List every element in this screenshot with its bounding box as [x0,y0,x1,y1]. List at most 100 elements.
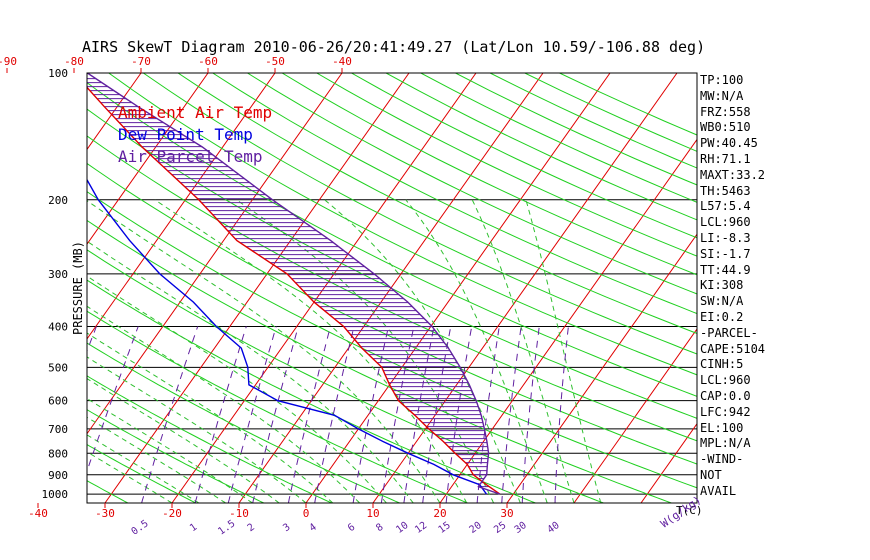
legend-air-parcel-temp: Air Parcel Temp [118,147,263,166]
bottom-temp-tick-label: 30 [500,507,513,520]
dry-adiabat-line [247,73,697,295]
legend-dew-point-temp: Dew Point Temp [118,125,253,144]
dry-adiabat-line [87,219,672,503]
stat-item: -PARCEL- [700,325,758,340]
dew-point-temp-line [87,178,488,495]
mixing-ratio-line [287,326,331,503]
stat-item: LCL:960 [700,373,751,388]
stat-item: NOT [700,468,722,482]
mixing-ratio-tick-label: 20 [468,520,484,536]
moist-adiabat-line [87,240,414,503]
dry-adiabat-line [87,310,468,503]
dry-adiabat-line [489,73,697,169]
bottom-temp-tick-label: -10 [229,507,249,520]
mixing-ratio-line [521,326,540,503]
mixing-ratio-line [87,326,139,473]
stat-item: TT:44.9 [700,262,751,277]
stat-item: MPL:N/A [700,436,751,451]
mixing-ratio-tick-label: 15 [437,520,453,536]
stat-item: L57:5.4 [700,199,751,214]
top-temp-tick-label: -60 [198,55,218,68]
dry-adiabat-line [108,73,697,376]
dry-adiabat-line [87,342,400,503]
moist-adiabat-line [87,275,387,503]
stat-item: TH:5463 [700,183,751,198]
ambient-air-temp-line [87,86,501,495]
bottom-temp-tick-label: 10 [366,507,379,520]
stat-item: -WIND- [700,452,744,467]
stat-item: SW:N/A [700,294,744,309]
moist-adiabat-line [87,451,173,503]
pressure-tick-label: 800 [48,447,68,460]
mixing-ratio-line [476,326,500,503]
isotherm-line [171,73,477,503]
moist-adiabat-line [87,416,226,503]
pressure-tick-label: 700 [48,423,68,436]
top-temp-tick-label: -80 [64,55,84,68]
pressure-tick-label: 1000 [42,488,69,501]
mixing-ratio-line [380,326,415,503]
stat-item: RH:71.1 [700,152,751,166]
mixing-ratio-line [141,326,199,503]
mixing-ratio-tick-label: 1 [188,522,199,534]
stat-item: SI:-1.7 [700,246,751,261]
mixing-ratio-tick-label: 30 [513,520,529,536]
mixing-ratio-line [352,326,389,503]
stat-item: FRZ:558 [700,104,751,119]
dry-adiabat-line [143,73,697,355]
dry-adiabat-line [281,73,697,276]
dry-adiabat-line [351,73,697,239]
mixing-ratio-tick-label: 6 [346,522,357,534]
moist-adiabat-line [471,199,575,503]
stat-item: CAPE:5104 [700,341,766,356]
moist-adiabat-line [324,199,521,503]
dry-adiabat-line [87,82,697,397]
stat-item: LFC:942 [700,404,751,419]
mixing-ratio-tick-label: 4 [308,522,319,534]
dry-adiabat-line [87,279,536,503]
mixing-ratio-tick-label: 8 [374,522,385,534]
stat-item: LI:-8.3 [700,231,751,245]
bottom-temp-tick-label: -40 [28,507,48,520]
mixing-ratio-tick-label: 1.5 [216,518,237,537]
dry-adiabat-line [87,480,129,503]
dry-adiabat-line [0,73,60,503]
dry-adiabat-line [87,249,604,503]
pressure-tick-label: 200 [48,194,68,207]
legend-ambient-air-temp: Ambient Air Temp [118,103,272,122]
dry-adiabat-line [177,73,697,335]
moist-adiabat-line [87,378,280,503]
stat-item: MW:N/A [700,88,744,103]
air-parcel-temp-line [87,73,501,495]
pressure-tick-label: 900 [48,469,68,482]
dry-adiabat-line [87,162,697,465]
bottom-temp-tick-label: 20 [433,507,446,520]
mixing-ratio-line [314,326,355,503]
isotherm-line [87,73,343,435]
mixing-ratio-tick-label: 2 [246,522,257,534]
moist-adiabat-line [87,305,360,503]
bottom-temp-tick-label: 0 [303,507,310,520]
moist-adiabat-line [87,356,307,503]
pressure-tick-label: 100 [48,67,68,80]
mixing-ratio-tick-label: 25 [492,520,508,536]
stat-item: WB0:510 [700,120,751,135]
moist-adiabat-line [87,200,441,503]
isotherm-line [573,328,697,503]
isotherm-line [0,73,74,503]
top-temp-tick-label: -90 [0,55,17,68]
isotherm-line [104,73,410,503]
stat-item: AVAIL [700,483,737,498]
dry-adiabat-line [212,73,697,315]
dry-adiabat-line [455,73,697,186]
pressure-tick-label: 500 [48,361,68,374]
stat-item: LCL:960 [700,215,751,230]
stat-item: KI:308 [700,278,744,293]
isotherm-line [0,73,7,503]
top-temp-tick-label: -70 [131,55,151,68]
mixing-ratio-line [445,326,473,503]
y-axis-label: PRESSURE (MB) [71,241,85,335]
moist-adiabat-line [87,332,334,503]
top-temp-tick-label: -50 [265,55,285,68]
